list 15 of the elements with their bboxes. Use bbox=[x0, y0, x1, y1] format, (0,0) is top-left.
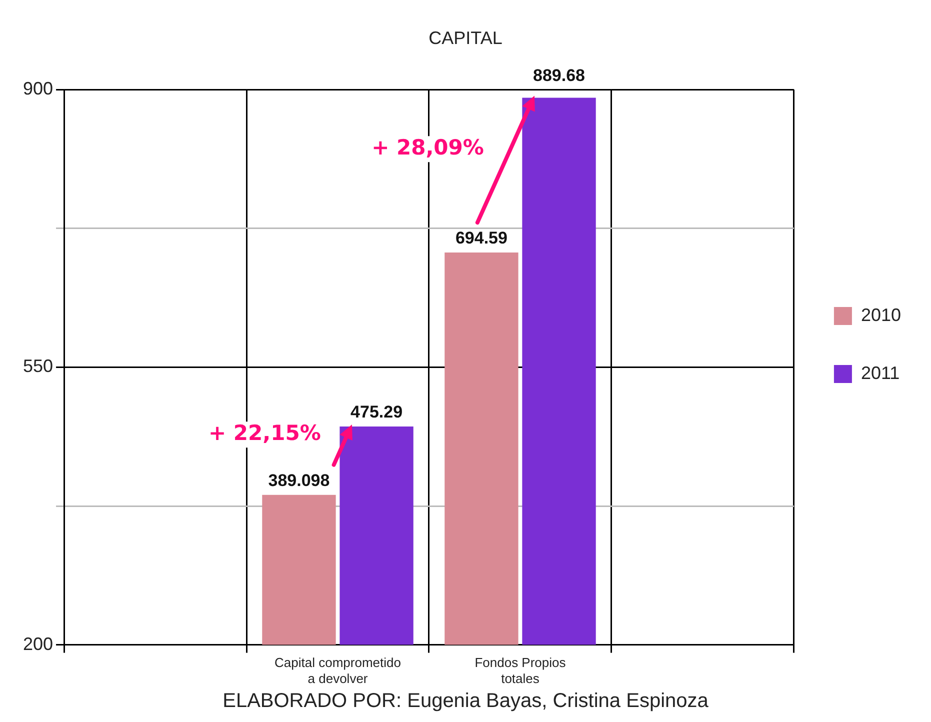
x-tick-label: Capital comprometido a devolver bbox=[274, 655, 401, 686]
y-tick-label: 900 bbox=[22, 78, 54, 99]
data-label: 889.68 bbox=[533, 66, 586, 85]
annotation: + 22,15% bbox=[208, 421, 321, 446]
text: ELABORADO POR: Eugenia Bayas, Cristina Espinoza bbox=[222, 690, 710, 713]
x-tick-label: Fondos Propios totales bbox=[474, 655, 566, 686]
data-label: 694.59 bbox=[455, 228, 508, 248]
y-tick-label: 200 bbox=[22, 634, 54, 654]
chart-title: CAPITAL bbox=[428, 28, 502, 48]
legend-label: 2010 bbox=[860, 304, 902, 325]
annotation: + 28,09% bbox=[372, 136, 484, 160]
legend-label: 2011 bbox=[860, 362, 900, 383]
data-label: 475.29 bbox=[350, 402, 403, 422]
y-tick-label: 550 bbox=[22, 356, 54, 376]
data-label: 389.098 bbox=[268, 471, 330, 490]
